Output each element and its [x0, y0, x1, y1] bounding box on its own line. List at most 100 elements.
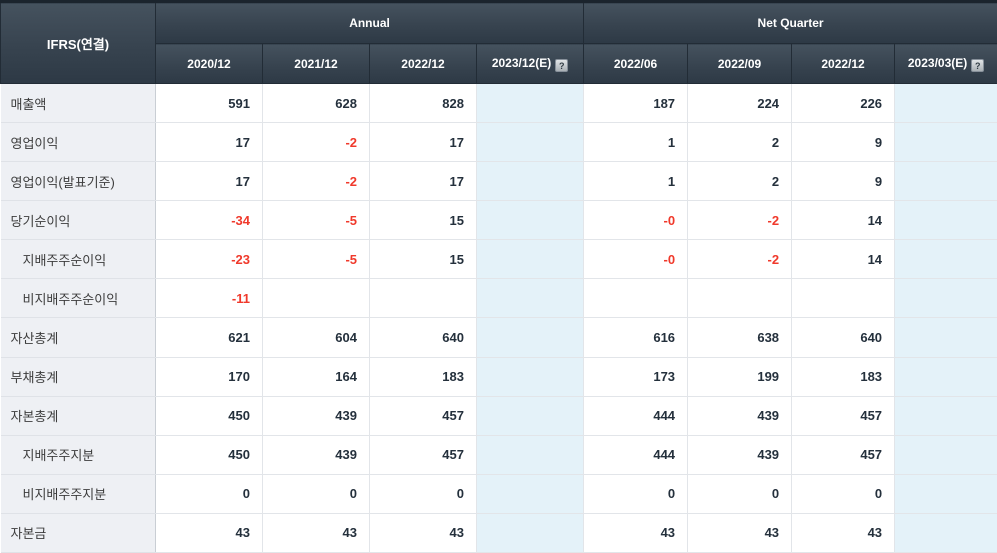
value-cell: [894, 473, 997, 514]
row-label: 자산총계: [0, 317, 156, 358]
value-cell: 14: [791, 200, 896, 241]
column-header-2023-03-estimate: 2023/03(E)?: [894, 43, 997, 84]
value-cell: 0: [369, 473, 477, 514]
value-cell: -0: [583, 200, 689, 241]
value-cell: -5: [262, 239, 370, 280]
row-label: 당기순이익: [0, 200, 156, 241]
value-cell: 9: [791, 161, 896, 202]
row-label: 영업이익: [0, 122, 156, 163]
table-row: 당기순이익 -34 -5 15 -0 -2 14: [0, 200, 997, 241]
value-cell: [475, 239, 585, 280]
help-icon[interactable]: ?: [971, 58, 985, 72]
value-cell: 450: [155, 395, 263, 436]
row-label: 비지배주주순이익: [0, 278, 156, 319]
value-cell: 183: [369, 356, 477, 397]
column-header-label: 2022/06: [613, 56, 658, 71]
value-cell: [791, 278, 896, 319]
value-cell: [475, 356, 585, 397]
row-label: 자본금: [0, 513, 156, 553]
row-label: 비지배주주지분: [0, 474, 156, 514]
table-row: 매출액 591 628 828 187 224 226: [0, 82, 997, 124]
value-cell: 439: [262, 434, 370, 475]
value-cell: [894, 200, 997, 241]
value-cell: 173: [583, 356, 689, 397]
value-cell: [475, 161, 585, 202]
value-cell: 457: [791, 434, 896, 475]
table-row: 지배주주지분 450 439 457 444 439 457: [0, 434, 997, 475]
value-cell: [894, 122, 997, 163]
value-cell: [894, 317, 997, 358]
value-cell: [583, 278, 689, 319]
column-header-2022-09: 2022/09: [687, 43, 793, 84]
value-cell: 450: [155, 434, 263, 475]
value-cell: -11: [155, 278, 263, 319]
group-header-annual: Annual: [154, 1, 585, 44]
value-cell: [687, 278, 793, 319]
value-cell: 2: [687, 122, 793, 163]
value-cell: [475, 395, 585, 436]
value-cell: [475, 278, 585, 319]
value-cell: [894, 434, 997, 475]
value-cell: -2: [262, 122, 370, 163]
row-label: 자본총계: [0, 396, 156, 436]
value-cell: [475, 82, 585, 124]
column-header-label: 2022/09: [717, 56, 762, 71]
value-cell: 43: [791, 512, 896, 553]
table-row: 비지배주주순이익 -11: [0, 278, 997, 319]
value-cell: [262, 278, 370, 319]
value-cell: [894, 278, 997, 319]
value-cell: -0: [583, 239, 689, 280]
row-label: 지배주주순이익: [0, 239, 156, 280]
value-cell: 43: [262, 512, 370, 553]
table-body: 매출액 591 628 828 187 224 226 영업이익 17 -2 17 1 2 9 영업이익(발…: [0, 82, 997, 553]
value-cell: 187: [583, 82, 689, 124]
column-header-row: 2020/12 2021/12 2022/12 2023/12(E)? 2022…: [1, 43, 997, 84]
value-cell: 457: [369, 434, 477, 475]
value-cell: 640: [791, 317, 896, 358]
value-cell: 2: [687, 161, 793, 202]
table-header: IFRS(연결) Annual Net Quarter 2020/12 2021…: [0, 1, 997, 84]
value-cell: [894, 239, 997, 280]
table-row: 비지배주주지분 0 0 0 0 0 0: [0, 473, 997, 514]
row-label: 지배주주지분: [0, 435, 156, 475]
value-cell: 15: [369, 200, 477, 241]
column-header-2023-12-estimate: 2023/12(E)?: [475, 43, 585, 84]
value-cell: 43: [583, 512, 689, 553]
column-header-2022-06: 2022/06: [583, 43, 689, 84]
value-cell: 638: [687, 317, 793, 358]
value-cell: [475, 434, 585, 475]
value-cell: 591: [155, 82, 263, 124]
row-label: 부채총계: [0, 357, 156, 397]
value-cell: 199: [687, 356, 793, 397]
value-cell: [894, 356, 997, 397]
value-cell: -5: [262, 200, 370, 241]
value-cell: -23: [155, 239, 263, 280]
column-header-2021-12: 2021/12: [262, 43, 370, 84]
group-header-net-quarter: Net Quarter: [583, 1, 997, 44]
value-cell: [475, 317, 585, 358]
value-cell: 0: [687, 473, 793, 514]
value-cell: 457: [369, 395, 477, 436]
value-cell: -34: [155, 200, 263, 241]
value-cell: 621: [155, 317, 263, 358]
column-header-label: 2023/03(E): [907, 55, 968, 70]
table-row: 영업이익 17 -2 17 1 2 9: [0, 122, 997, 163]
help-icon[interactable]: ?: [555, 58, 569, 72]
column-header-label: 2020/12: [187, 56, 231, 71]
value-cell: 616: [583, 317, 689, 358]
value-cell: 17: [369, 161, 477, 202]
value-cell: 439: [687, 434, 793, 475]
column-header-label: 2023/12(E): [491, 55, 552, 70]
value-cell: 43: [369, 512, 477, 553]
value-cell: [894, 161, 997, 202]
value-cell: [475, 200, 585, 241]
table-row: 자본총계 450 439 457 444 439 457: [0, 395, 997, 436]
corner-header: IFRS(연결): [0, 1, 156, 84]
value-cell: 0: [155, 473, 263, 514]
value-cell: 17: [155, 122, 263, 163]
value-cell: 9: [791, 122, 896, 163]
value-cell: 439: [687, 395, 793, 436]
value-cell: 439: [262, 395, 370, 436]
value-cell: [475, 122, 585, 163]
